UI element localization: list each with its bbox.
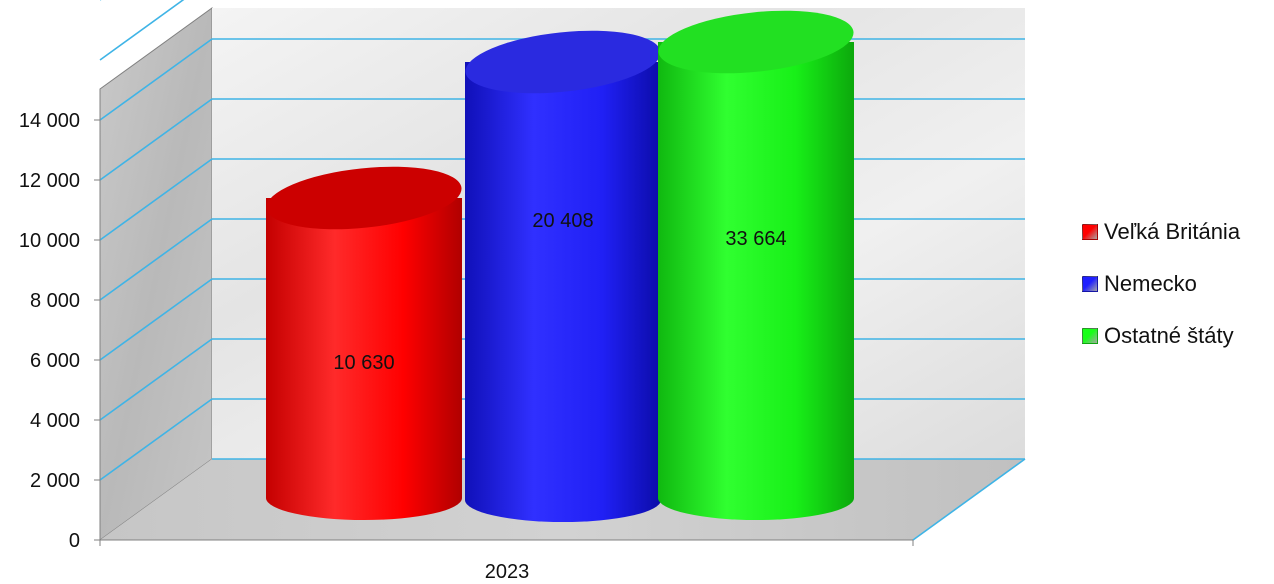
legend-item-velka-britania: Veľká Británia bbox=[1082, 218, 1240, 246]
gridline-side bbox=[99, 338, 213, 421]
gridline-side bbox=[99, 398, 213, 481]
legend: Veľká Británia Nemecko Ostatné štáty bbox=[1082, 218, 1240, 374]
y-axis: 0 2 000 4 000 6 000 8 000 10 000 12 000 14 000 bbox=[19, 89, 914, 552]
gridline-side bbox=[99, 158, 213, 241]
bars bbox=[266, 10, 854, 522]
gridline-side bbox=[99, 38, 213, 121]
data-label: 20 408 bbox=[532, 210, 593, 232]
y-tick-label: 8 000 bbox=[30, 290, 80, 312]
y-tick-label: 12 000 bbox=[19, 170, 80, 192]
legend-item-nemecko: Nemecko bbox=[1082, 270, 1240, 298]
bar-body bbox=[266, 198, 462, 520]
y-tick-label: 4 000 bbox=[30, 410, 80, 432]
bar-top bbox=[266, 166, 462, 230]
bar-2 bbox=[465, 30, 661, 522]
x-category-label: 2023 bbox=[485, 561, 530, 579]
gridline-side bbox=[99, 278, 213, 361]
bar-top bbox=[465, 30, 661, 94]
data-label: 33 664 bbox=[725, 228, 786, 250]
y-tick-label: 6 000 bbox=[30, 350, 80, 372]
legend-swatch-green bbox=[1082, 328, 1098, 344]
chart-floor-front-edge bbox=[912, 458, 1026, 541]
gridline-side bbox=[99, 218, 213, 301]
legend-item-ostatne-staty: Ostatné štáty bbox=[1082, 322, 1240, 350]
data-labels: 10 630 20 408 33 664 bbox=[333, 210, 786, 374]
gridline-side bbox=[99, 0, 185, 61]
bar-top bbox=[658, 10, 854, 74]
data-label: 10 630 bbox=[333, 352, 394, 374]
bar-body bbox=[658, 42, 854, 520]
legend-label: Nemecko bbox=[1104, 271, 1197, 296]
y-tick-label: 14 000 bbox=[19, 110, 80, 132]
legend-label: Ostatné štáty bbox=[1104, 323, 1234, 348]
y-tick-label: 10 000 bbox=[19, 230, 80, 252]
gridline-side bbox=[99, 98, 213, 181]
bar-body bbox=[465, 62, 661, 522]
y-tick-label: 2 000 bbox=[30, 470, 80, 492]
chart-side-wall bbox=[99, 7, 213, 541]
legend-swatch-red bbox=[1082, 224, 1098, 240]
bar-1 bbox=[266, 166, 462, 520]
legend-swatch-blue bbox=[1082, 276, 1098, 292]
bar-3 bbox=[658, 10, 854, 520]
y-tick-label: 0 bbox=[69, 530, 80, 552]
legend-label: Veľká Británia bbox=[1104, 219, 1241, 244]
